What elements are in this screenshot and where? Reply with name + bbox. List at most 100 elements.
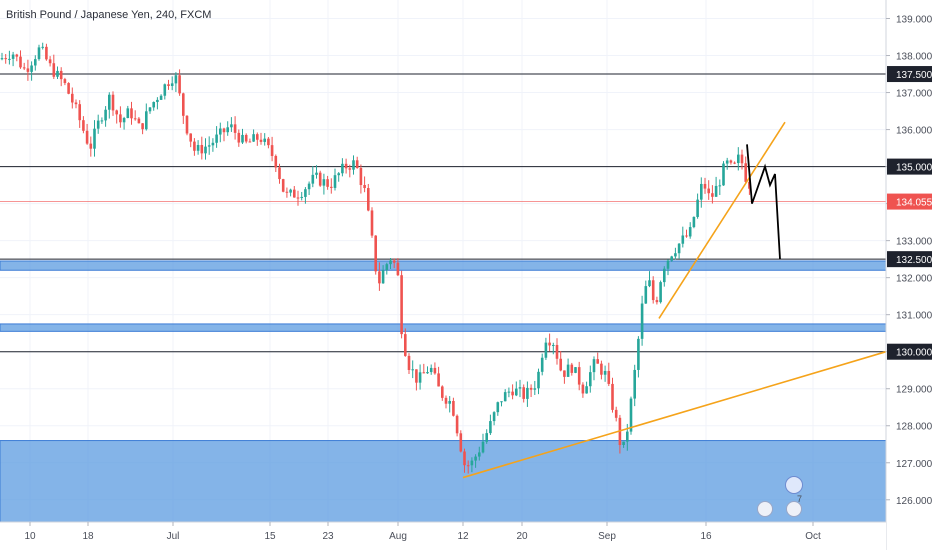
candle-body bbox=[22, 67, 26, 69]
price-label: 137.500 bbox=[896, 70, 932, 81]
price-label-box bbox=[887, 251, 932, 268]
candle-body bbox=[533, 388, 537, 390]
price-tick-label: 131.000 bbox=[896, 311, 932, 322]
candle-body bbox=[552, 344, 555, 346]
supply-demand-zone bbox=[0, 323, 887, 332]
projection-path bbox=[746, 144, 781, 260]
price-label-box bbox=[887, 158, 932, 175]
candle-body bbox=[111, 94, 115, 111]
candle-body bbox=[285, 191, 289, 193]
candle-body bbox=[392, 260, 396, 263]
candle-body bbox=[237, 132, 241, 143]
candle-body bbox=[52, 63, 56, 77]
globe-event-icon[interactable] bbox=[785, 476, 803, 494]
event-marker-icon[interactable] bbox=[757, 501, 773, 517]
candle-body bbox=[274, 155, 278, 168]
candle-body bbox=[385, 264, 389, 271]
time-tick-label: Sep bbox=[598, 531, 616, 542]
event-marker-icon[interactable] bbox=[786, 501, 802, 517]
candle-body bbox=[522, 387, 525, 399]
candle-body bbox=[137, 118, 141, 124]
candle-body bbox=[740, 154, 744, 164]
candle-body bbox=[352, 160, 355, 170]
candle-body bbox=[555, 344, 559, 359]
candle-body bbox=[629, 398, 633, 432]
candle-body bbox=[200, 144, 204, 154]
candle-body bbox=[104, 109, 107, 121]
candle-body bbox=[622, 441, 625, 446]
price-tick-label: 133.000 bbox=[896, 237, 932, 248]
time-tick-label: 15 bbox=[264, 531, 276, 542]
candle-body bbox=[485, 433, 488, 442]
candle-body bbox=[230, 124, 233, 128]
candle-body bbox=[318, 172, 322, 186]
candle-body bbox=[311, 174, 315, 184]
candle-body bbox=[696, 199, 699, 217]
candle-body bbox=[355, 160, 359, 168]
candle-body bbox=[293, 189, 296, 198]
candle-body bbox=[4, 58, 7, 60]
price-tick-label: 137.000 bbox=[896, 89, 932, 100]
time-tick-label: 10 bbox=[24, 531, 36, 542]
candle-body bbox=[633, 369, 636, 399]
candle-body bbox=[400, 275, 403, 335]
candle-body bbox=[189, 133, 192, 142]
candle-body bbox=[337, 173, 340, 176]
candle-body bbox=[722, 163, 725, 186]
candle-body bbox=[611, 383, 614, 410]
candle-body bbox=[267, 138, 270, 146]
price-axis: 126.000 127.000 128.000 129.000 130.000 131.0… bbox=[885, 0, 932, 550]
candle-body bbox=[381, 270, 385, 284]
candle-body bbox=[193, 141, 196, 151]
candle-body bbox=[174, 75, 178, 84]
candle-body bbox=[363, 185, 366, 189]
candle-body bbox=[659, 282, 662, 303]
candle-body bbox=[378, 271, 381, 284]
candle-body bbox=[537, 371, 540, 389]
candle-body bbox=[389, 260, 392, 265]
candle-body bbox=[640, 303, 644, 339]
candle-body bbox=[444, 397, 448, 404]
candle-body bbox=[78, 104, 81, 121]
candle-body bbox=[130, 108, 133, 119]
candle-body bbox=[585, 386, 588, 394]
candle-body bbox=[478, 452, 481, 457]
candle-body bbox=[437, 373, 440, 387]
candle-body bbox=[30, 65, 33, 72]
candle-body bbox=[278, 167, 281, 180]
time-tick-label: 20 bbox=[516, 531, 528, 542]
candle-body bbox=[167, 84, 170, 86]
candle-body bbox=[133, 118, 137, 120]
candle-body bbox=[185, 115, 189, 134]
candle-body bbox=[455, 415, 459, 434]
candle-body bbox=[526, 387, 529, 399]
candle-body bbox=[496, 402, 500, 413]
candle-body bbox=[415, 369, 418, 383]
candle-body bbox=[207, 145, 211, 147]
candle-body bbox=[422, 372, 426, 374]
candle-body bbox=[71, 93, 74, 103]
candle-body bbox=[577, 367, 581, 385]
candle-body bbox=[300, 196, 303, 198]
candle-body bbox=[674, 253, 677, 257]
candle-body bbox=[34, 59, 37, 66]
candle-body bbox=[259, 139, 263, 142]
candle-body bbox=[263, 138, 266, 142]
candle-body bbox=[733, 162, 736, 164]
candle-body bbox=[700, 183, 703, 200]
candle-body bbox=[677, 243, 681, 254]
candle-body bbox=[26, 68, 30, 72]
candle-body bbox=[37, 47, 41, 60]
time-axis: 10 18 Jul 15 23 Aug 12 20 Sep 16 Oct bbox=[0, 521, 886, 550]
candle-body bbox=[614, 409, 618, 418]
price-tick-label: 126.000 bbox=[896, 496, 932, 507]
candle-body bbox=[452, 400, 455, 416]
candle-body bbox=[559, 358, 562, 371]
candle-body bbox=[341, 163, 344, 174]
candle-body bbox=[592, 359, 596, 373]
candle-body bbox=[411, 369, 414, 371]
candle-body bbox=[548, 342, 551, 346]
candle-body bbox=[418, 372, 422, 383]
